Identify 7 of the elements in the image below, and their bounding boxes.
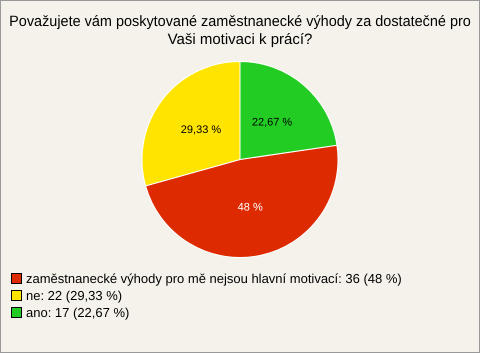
data-label: 29,33 % bbox=[180, 124, 222, 136]
legend-label: zaměstnanecké výhody pro mě nejsou hlavní motivací: 36 (48 %) bbox=[26, 271, 402, 286]
data-label: 48 % bbox=[238, 201, 263, 214]
chart-title: Považujete vám poskytované zaměstnanecké výhody za dostatečné pro Vaši motivaci k prácí? bbox=[9, 14, 471, 48]
legend-label: ne: 22 (29,33 %) bbox=[26, 288, 122, 303]
legend-label: ano: 17 (22,67 %) bbox=[26, 305, 130, 320]
data-label: 22,67 % bbox=[252, 116, 292, 128]
